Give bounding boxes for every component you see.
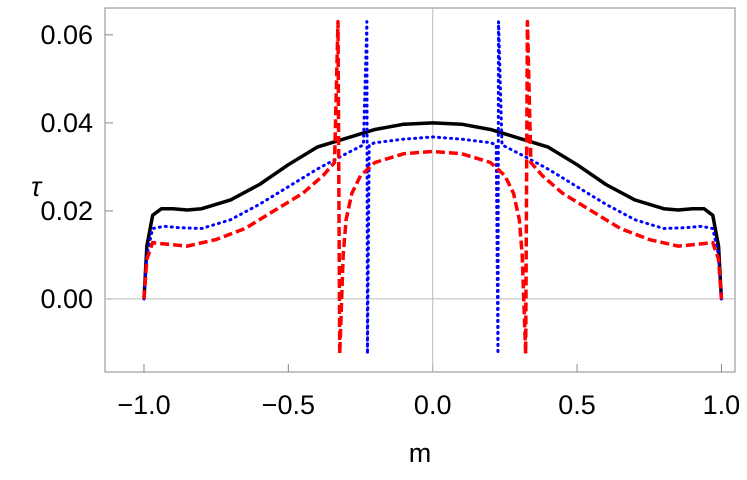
y-tick-label: 0.04: [40, 108, 93, 138]
y-tick-label: 0.00: [40, 284, 93, 314]
series-line: [142, 20, 723, 356]
plot-frame: [104, 7, 736, 373]
x-tick-label: 1.0: [703, 390, 741, 420]
x-tick-label: 0.0: [414, 390, 452, 420]
series-line: [142, 121, 724, 300]
x-tick-label: −1.0: [117, 390, 170, 420]
y-axis-label: τ: [31, 172, 43, 202]
x-axis-label: m: [409, 438, 432, 468]
y-tick-label: 0.02: [40, 196, 93, 226]
y-tick-label: 0.06: [40, 20, 93, 50]
series-line: [142, 19, 724, 356]
x-tick-label: 0.5: [558, 390, 596, 420]
x-tick-label: −0.5: [262, 390, 315, 420]
